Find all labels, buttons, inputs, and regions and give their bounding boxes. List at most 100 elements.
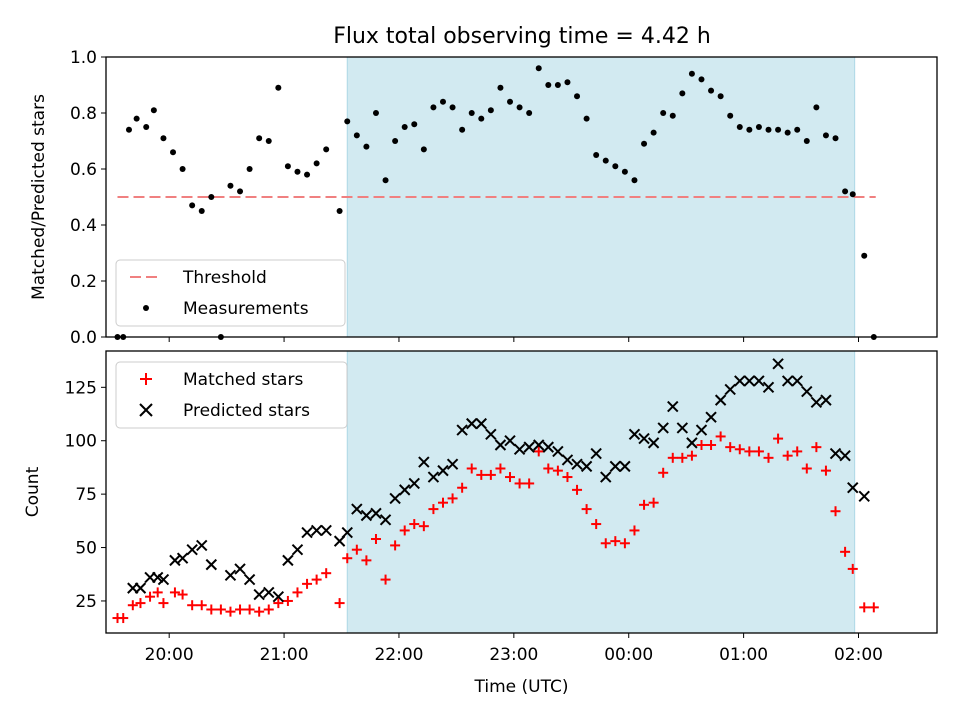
predicted-star-point: [667, 400, 679, 413]
measurement-point: [583, 115, 590, 122]
y-tick-label: 0.8: [70, 104, 97, 124]
predicted-star-point: [446, 458, 459, 470]
measurement-point: [736, 124, 743, 130]
predicted-star-point: [847, 482, 859, 494]
predicted-star-point: [772, 358, 784, 370]
matched-star-point: [206, 604, 217, 615]
predicted-star-point: [243, 573, 256, 586]
predicted-star-point: [291, 543, 304, 556]
x-stroke-b: [341, 526, 353, 539]
x-stroke-b: [791, 375, 803, 387]
measurement-point: [336, 208, 343, 214]
matched-star-point: [370, 534, 381, 544]
measurement-point: [641, 140, 648, 147]
x-stroke-b: [533, 439, 545, 451]
matched-star-point: [225, 606, 236, 617]
predicted-star-point: [638, 432, 650, 445]
measurement-point: [507, 98, 514, 105]
x-stroke-b: [389, 492, 401, 505]
predicted-star-point: [360, 509, 373, 522]
measurement-point: [363, 143, 370, 150]
x-tick-label: 21:00: [260, 645, 309, 665]
x-stroke-b: [196, 539, 208, 552]
matched-star-point: [744, 446, 755, 457]
matched-star-point: [514, 478, 525, 489]
matched-star-point: [859, 602, 870, 613]
matched-star-point: [215, 604, 226, 615]
measurement-point: [497, 84, 504, 91]
x-stroke-b: [272, 590, 285, 603]
matched-star-point: [629, 525, 640, 536]
measurement-point: [237, 188, 244, 195]
axes-frame: [105, 56, 938, 338]
x-stroke-b: [427, 471, 440, 483]
measurement-point: [265, 138, 272, 144]
x-stroke-b: [320, 524, 332, 537]
x-stroke-b: [234, 563, 246, 575]
predicted-star-point: [389, 492, 401, 505]
x-tick-label: 22:00: [374, 645, 423, 665]
measurement-point: [294, 168, 301, 175]
x-stroke-b: [839, 449, 851, 462]
matched-star-point: [619, 538, 630, 549]
matched-star-point: [447, 493, 458, 504]
x-stroke-b: [151, 571, 164, 584]
x-stroke-b: [667, 400, 679, 413]
x-stroke-b: [695, 424, 708, 436]
predicted-star-point: [418, 456, 430, 468]
predicted-star-point: [542, 441, 555, 453]
matched-star-point: [562, 472, 573, 483]
predicted-star-point: [253, 588, 265, 601]
x-stroke-b: [475, 417, 487, 430]
predicted-star-point: [734, 375, 746, 387]
predicted-star-point: [628, 428, 641, 441]
matched-star-point: [753, 446, 764, 457]
matched-star-point: [390, 540, 401, 551]
matched-star-point: [763, 452, 774, 463]
measurement-point: [304, 171, 311, 178]
measurement-point: [727, 112, 734, 119]
matched-star-point: [380, 574, 391, 585]
x-stroke-b: [253, 588, 265, 601]
measurement-point: [765, 126, 772, 133]
measurement-point: [246, 166, 253, 172]
predicted-star-point: [753, 375, 765, 387]
predicted-star-point: [205, 558, 218, 571]
measurement-point: [746, 126, 753, 133]
matched-star-point: [505, 472, 516, 483]
measurement-point: [401, 124, 408, 130]
predicted-star-point: [561, 454, 574, 466]
matched-star-point: [715, 431, 726, 442]
y-tick-label: 0.2: [70, 272, 97, 292]
measurement-point: [170, 149, 177, 156]
x-stroke-b: [379, 514, 392, 526]
legend-label: Measurements: [183, 299, 309, 319]
x-tick-label: 00:00: [604, 645, 653, 665]
predicted-star-point: [820, 394, 832, 406]
measurement-point: [179, 166, 186, 172]
measurement-point: [487, 107, 494, 114]
matched-star-point: [485, 469, 496, 480]
measurement-point: [794, 126, 801, 133]
matched-star-point: [127, 600, 138, 611]
predicted-star-point: [791, 375, 803, 387]
x-stroke-b: [753, 375, 765, 387]
measurement-point: [526, 110, 533, 116]
legend-label: Threshold: [182, 268, 267, 288]
measurement-point: [430, 104, 437, 111]
measurement-point: [256, 135, 263, 142]
matched-star-point: [792, 446, 803, 457]
x-stroke-b: [176, 552, 189, 564]
measurement-point: [822, 132, 829, 139]
matched-star-point: [591, 519, 602, 530]
predicted-star-point: [647, 437, 660, 449]
predicted-star-point: [437, 464, 449, 477]
predicted-star-point: [310, 524, 323, 537]
x-stroke-b: [705, 411, 717, 423]
x-stroke-b: [360, 509, 373, 522]
y-tick-label: 50: [75, 539, 97, 559]
matched-star-point: [292, 587, 303, 598]
predicted-star-point: [427, 471, 440, 483]
predicted-star-point: [234, 563, 246, 575]
